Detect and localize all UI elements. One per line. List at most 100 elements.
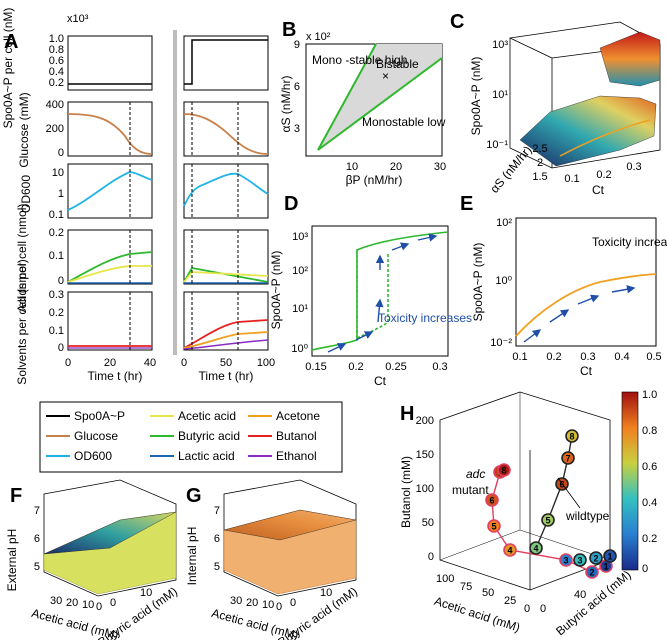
wildtype-point-label: 8 (569, 432, 574, 442)
tick: 0.4 (49, 66, 64, 78)
panel-h-zlabel: Butanol (mM) (399, 456, 413, 528)
panel-b: B x 10² Mono -stable high Bistable × Mon… (279, 19, 446, 187)
tick: 6 (294, 81, 300, 93)
panel-a-scale: x10³ (67, 13, 89, 25)
e-arrow-1 (523, 329, 542, 343)
panel-g-ylabel: Butyric acid (mM) (275, 584, 359, 640)
tick: 7 (34, 505, 40, 517)
tick: 0.1 (49, 250, 64, 262)
mutant-point (487, 519, 501, 533)
e-curve (515, 273, 657, 337)
tick: 1 (58, 188, 64, 200)
panel-d: D Toxicity increases 10³ 10² 10¹ 10⁰ Spo… (269, 193, 472, 388)
tick: 6 (34, 533, 40, 545)
h-points: 1234567812345678 (485, 429, 617, 579)
tick: 0.3 (49, 289, 64, 301)
panel-c-xlabel: Ct (592, 183, 605, 197)
tick: 20 (246, 597, 258, 609)
tick: 0 (524, 603, 530, 615)
panel-g-label: G (186, 485, 202, 507)
mutant-point-label: 8 (501, 466, 506, 476)
tick: 150 (416, 449, 434, 461)
tick: 0.2 (348, 361, 363, 373)
cube-edge (509, 37, 553, 59)
spo0a-line-right (184, 39, 268, 85)
mutant-point-label: 4 (507, 546, 512, 556)
tick: 0 (276, 601, 282, 613)
row-label-od600: OD600 (19, 175, 33, 213)
tick: 10³ (492, 39, 508, 51)
region-mono-high: Mono -stable high (312, 53, 407, 67)
tick: 50 (422, 517, 434, 529)
tick: 200 (416, 415, 434, 427)
bifurcation-line-lower (317, 57, 443, 151)
wildtype-point (529, 541, 543, 555)
e-annotation: Toxicity increases (592, 235, 667, 249)
colorbar-tick: 0.4 (642, 497, 657, 509)
legend-item: Acetone (276, 409, 320, 423)
axes-a2-right (183, 101, 269, 157)
panel-f: F 7 6 5 External pH 30 20 10 0 Acetic ac… (5, 479, 180, 640)
tick: 0.2 (49, 227, 64, 239)
axes-a1-right (183, 35, 269, 91)
tick: 0 (58, 147, 64, 159)
e-arrow-4 (611, 285, 636, 294)
panel-a: A x10³ Spo0A~P per cell (nM) 1.0 0.8 0.6… (1, 8, 275, 385)
tick: 20 (104, 357, 116, 369)
tick: 30 (50, 595, 62, 607)
tick: 100 (416, 483, 434, 495)
surface-high (599, 31, 661, 87)
wildtype-point-label: 2 (593, 554, 598, 564)
tick: 10¹ (292, 303, 308, 315)
panel-c: C 10³ 10¹ 10⁻¹ Spo0A~P (nM) 0.1 0.2 0.3 … (450, 11, 661, 197)
wildtype-point-label: 1 (607, 552, 612, 562)
tick: 75 (460, 581, 472, 593)
panel-a-xlabel-right: Time t (hr) (199, 369, 254, 383)
legend-item: Ethanol (276, 449, 317, 463)
d-arrow-2 (355, 331, 374, 341)
glucose-curve-right (183, 113, 269, 155)
butyric-curve-left (67, 251, 153, 283)
axes-a3-left (67, 163, 153, 219)
tick: 0 (540, 603, 546, 615)
tick: 10 (82, 599, 94, 611)
wildtype-point (603, 549, 617, 563)
wildtype-point (541, 513, 555, 527)
legend-item: Acetic acid (178, 409, 236, 423)
row-label-spo0a: Spo0A~P per cell (nM) (1, 8, 15, 129)
wildtype-label: wildtype (565, 509, 610, 523)
tick: 10 (262, 599, 274, 611)
tick: 10¹ (492, 89, 508, 101)
panel-b-scale: x 10² (306, 31, 331, 43)
panel-g: G 7 6 5 Internal pH 30 20 10 0 Acetic ac… (185, 479, 360, 640)
colorbar-tick: 0.6 (642, 461, 657, 473)
tick: 10 (140, 587, 152, 599)
wildtype-point-label: 7 (565, 454, 570, 464)
tick: 0 (65, 357, 71, 369)
tick: 0 (58, 275, 64, 287)
tick: 0.1 (49, 209, 64, 221)
colorbar-tick: 0 (642, 563, 648, 575)
legend-item: Glucose (74, 429, 118, 443)
colorbar-tick: 0.8 (642, 425, 657, 437)
panel-e-label: E (460, 193, 473, 215)
tick: 0.4 (614, 351, 629, 363)
tick: 0 (290, 597, 296, 609)
panel-c-zlabel: Spo0A~P (nM) (469, 57, 483, 136)
tick: 0.2 (546, 351, 561, 363)
wildtype-point-label: 5 (545, 516, 550, 526)
panel-h-label: H (400, 403, 414, 425)
row-label-solvents: Solvents per cell (nmol) (15, 259, 29, 384)
panel-c-label: C (450, 11, 464, 33)
panel-e-ylabel: Spo0A~P (nM) (471, 243, 485, 322)
tick: 50 (220, 357, 232, 369)
tick: 3 (294, 123, 300, 135)
tick: 1.0 (49, 33, 64, 45)
operating-point-marker: × (382, 69, 389, 83)
wildtype-point-label: 4 (533, 544, 538, 554)
legend-item: Spo0A~P (74, 409, 125, 423)
tick: 0.6 (49, 55, 64, 67)
axes-d (311, 225, 449, 357)
mutant-point (559, 553, 573, 567)
mutant-point (503, 543, 517, 557)
